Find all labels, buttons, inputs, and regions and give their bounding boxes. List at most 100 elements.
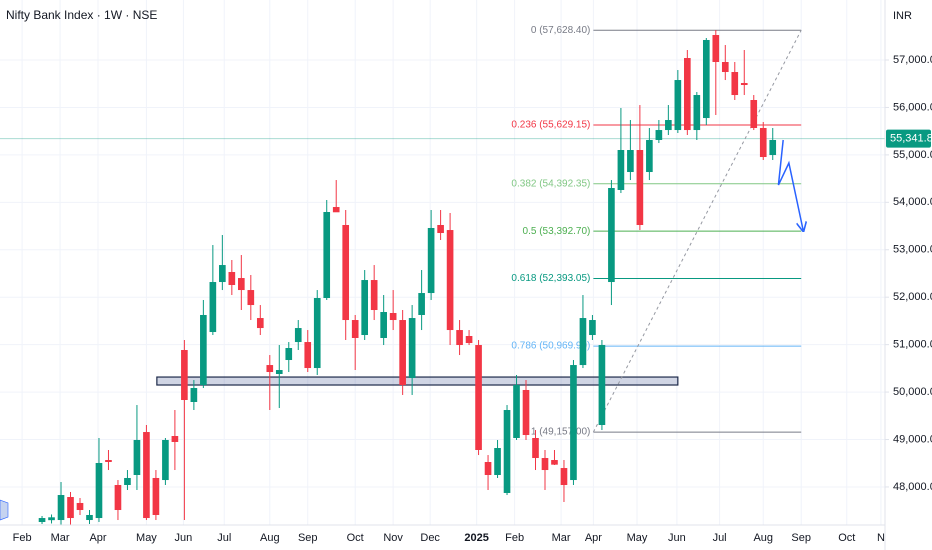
candle-body [427,227,435,294]
fib-level-label: 0.382 (54,392.35) [511,178,590,189]
axes: 48,000.00 49,000.00 50,000.00 51,000.00 52,0… [13,54,932,544]
candle-body [342,225,350,321]
y-tick-label: 52,000.00 [893,291,932,303]
candle-body [95,462,103,519]
candle-body [304,342,312,369]
x-tick-label: Apr [585,532,602,544]
x-tick-label: Dec [420,532,440,544]
edge-widget [0,499,9,521]
candle-body [380,312,387,338]
candle-body [38,518,46,523]
y-tick-label: 56,000.00 [893,101,932,113]
candle-body [646,139,653,173]
currency-label: INR [893,10,912,22]
candle-body [361,280,369,336]
last-price-badge [886,129,931,148]
candle-body [57,495,65,521]
candle-body [759,127,767,158]
candle-body [143,432,150,519]
x-tick-label: Jun [175,532,193,544]
candle-body [228,272,236,286]
projection-path [777,139,803,230]
candle-body [181,350,188,400]
candle-body [67,497,74,519]
candle-body [484,462,492,475]
candle-body [48,517,55,521]
candle-body [152,477,160,515]
y-tick-label: 55,000.00 [893,149,932,161]
plot-area: 0 (57,628.40) 0.236 (55,629.15) 0.382 (54,… [0,25,885,525]
candle-body [209,282,217,333]
fib-level-label: 0.5 (53,392.70) [523,226,591,237]
x-tick-label: Mar [552,532,571,544]
candle-body [560,468,568,486]
x-tick-label: Sep [298,532,318,544]
fib-level-label: 0.786 (50,969.90) [511,341,590,352]
fib-level-label: 0 (57,628.40) [531,25,591,36]
y-tick-label: 53,000.00 [893,244,932,256]
candle-body [702,39,710,119]
candle-body [627,150,634,173]
candle-body [285,348,293,361]
y-tick-label: 50,000.00 [893,386,932,398]
candle-body [494,448,501,475]
candle-body [332,207,340,213]
candle-body [655,130,663,140]
candle-body [589,320,596,336]
chart-title: Nifty Bank Index · 1W · NSE [6,8,157,22]
candle-body [693,95,701,131]
candle-body [370,280,378,311]
x-tick-label: Jul [713,532,727,544]
candle-body [636,150,644,225]
y-tick-label: 51,000.00 [893,339,932,351]
candle-body [275,370,283,375]
candle-body [551,460,558,465]
candle-body [532,437,539,459]
candle-body [684,58,691,131]
candle-body [76,502,84,511]
candle-body [731,72,739,96]
x-tick-label: Mar [51,532,70,544]
candle-body [256,318,264,329]
candle-body [237,278,245,291]
candle-body [712,35,720,63]
candle-body [513,385,520,438]
x-tick-label: Feb [13,532,32,544]
x-tick-label: Nov [383,532,403,544]
candle-body [294,328,302,343]
candle-body [475,345,482,450]
candle-body [674,80,682,131]
candle-body [351,320,359,338]
x-tick-label: May [136,532,157,544]
candle-body [465,336,473,344]
x-tick-label: Sep [791,532,811,544]
x-tick-label: Jun [668,532,686,544]
candle-body [437,225,444,234]
x-tick-label: Aug [753,532,773,544]
candle-body [190,387,198,402]
candle-body [608,187,615,283]
x-tick-label: Jul [217,532,231,544]
last-price-label: 55,341.85 [890,133,932,145]
candle-body [579,318,587,366]
candle-body [750,100,758,128]
y-tick-label: 48,000.00 [893,481,932,493]
candle-body [665,120,672,131]
candle-body [408,318,416,378]
grid [0,0,885,525]
candle-body [247,290,255,306]
candle-body [399,320,406,386]
candle-body [266,365,274,373]
candle-body [541,458,549,471]
candle-body [133,439,141,475]
candle-body [200,314,207,386]
candle-body [740,83,748,86]
candle-body [389,312,397,321]
x-tick-label: 2025 [464,532,488,544]
y-tick-label: 57,000.00 [893,54,932,66]
candle-body [418,293,425,315]
candle-body [114,485,122,511]
candle-body [446,230,454,331]
